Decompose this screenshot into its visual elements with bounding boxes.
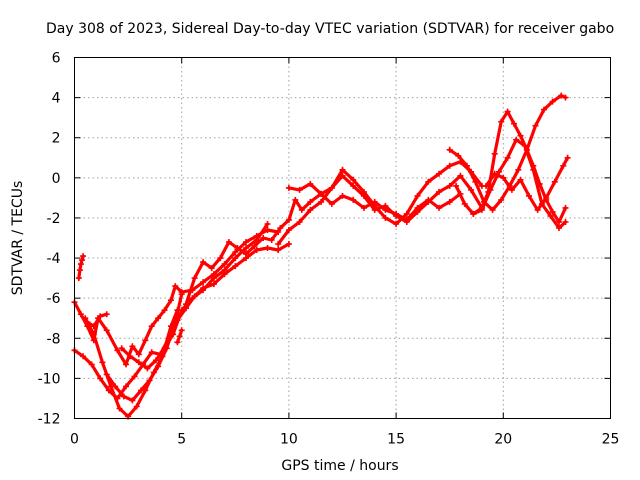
- series-trace-9: [454, 109, 568, 224]
- chart-title: Day 308 of 2023, Sidereal Day-to-day VTE…: [46, 21, 614, 37]
- series-trace-7: [276, 160, 484, 246]
- gridlines: [74, 57, 611, 419]
- x-tick-label: 0: [70, 432, 79, 448]
- axis-ticks: [74, 57, 611, 419]
- series-trace-1: [72, 228, 280, 366]
- y-tick-label: -10: [38, 371, 61, 387]
- y-tick-label: 6: [52, 51, 61, 67]
- series-trace-7-points: [275, 158, 485, 247]
- series-trace-14: [85, 312, 109, 328]
- y-tick-label: 2: [52, 131, 61, 147]
- y-tick-label: 4: [52, 91, 61, 107]
- x-tick-label: 25: [602, 432, 620, 448]
- tick-labels: 0 5 10 15 20 25 -12 -10 -8 -6 -4 -2 0 2 4 6: [38, 51, 620, 448]
- y-tick-label: -2: [47, 211, 61, 227]
- x-axis-label: GPS time / hours: [281, 458, 398, 474]
- series-trace-11: [471, 138, 568, 230]
- series-trace-6: [184, 192, 462, 306]
- y-tick-label: -6: [47, 291, 61, 307]
- series-group: [71, 92, 571, 420]
- series-trace-13-points: [75, 253, 87, 282]
- series-trace-8-points: [285, 172, 485, 225]
- y-tick-label: -4: [47, 251, 61, 267]
- series-trace-14-points: [84, 311, 110, 330]
- series-trace-5-points: [118, 221, 271, 372]
- series-trace-15-points: [174, 327, 185, 346]
- plot-frame: [74, 57, 611, 419]
- series-trace-10-points: [446, 92, 569, 213]
- y-tick-label: 0: [52, 171, 61, 187]
- y-axis-label: SDTVAR / TECUs: [10, 181, 26, 296]
- series-trace-1-points: [71, 227, 282, 368]
- series-trace-12-points: [483, 154, 571, 213]
- x-tick-label: 15: [387, 432, 405, 448]
- x-tick-label: 10: [280, 432, 298, 448]
- x-tick-label: 5: [177, 432, 186, 448]
- y-tick-label: -8: [47, 331, 61, 347]
- y-tick-label: -12: [38, 412, 61, 428]
- x-tick-label: 20: [494, 432, 512, 448]
